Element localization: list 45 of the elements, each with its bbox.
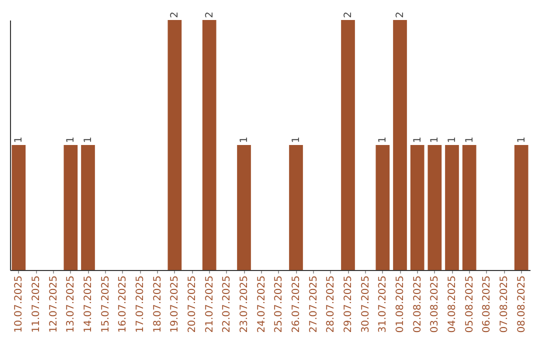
data-label: 1 — [430, 136, 441, 143]
x-tick-label: 13.07.2025 — [66, 276, 77, 333]
x-tick-label: 31.07.2025 — [378, 276, 389, 333]
data-label: 1 — [412, 136, 424, 143]
x-tick-label: 22.07.2025 — [222, 276, 233, 333]
data-label: 2 — [204, 12, 216, 18]
data-label: 2 — [395, 12, 406, 18]
x-tick-label: 16.07.2025 — [118, 276, 129, 333]
data-label: 1 — [516, 136, 528, 143]
x-tick-label: 08.08.2025 — [516, 276, 528, 333]
x-tick-label: 01.08.2025 — [395, 276, 406, 333]
x-tick-label: 25.07.2025 — [274, 276, 285, 333]
x-tick-label: 04.08.2025 — [447, 276, 458, 333]
x-tick-label: 26.07.2025 — [291, 276, 302, 333]
x-tick-label: 11.07.2025 — [31, 276, 42, 333]
x-tick-label: 07.08.2025 — [499, 276, 510, 333]
x-tick-label: 05.08.2025 — [464, 276, 476, 333]
x-tick-label: 29.07.2025 — [343, 276, 354, 333]
x-tick-label: 21.07.2025 — [204, 276, 216, 333]
x-tick-label: 18.07.2025 — [152, 276, 164, 333]
x-tick-label: 30.07.2025 — [360, 276, 372, 333]
x-tick-label: 10.07.2025 — [14, 276, 25, 333]
data-label: 1 — [83, 136, 94, 143]
x-tick-label: 27.07.2025 — [308, 276, 320, 333]
x-tick-label: 06.08.2025 — [482, 276, 493, 333]
x-tick-label: 24.07.2025 — [256, 276, 268, 333]
x-tick-label: 15.07.2025 — [100, 276, 112, 333]
x-tick-label: 12.07.2025 — [48, 276, 60, 333]
x-tick-label: 28.07.2025 — [326, 276, 337, 333]
x-tick-label: 17.07.2025 — [135, 276, 146, 333]
x-tick-label: 02.08.2025 — [412, 276, 424, 333]
data-label: 1 — [378, 136, 389, 143]
data-label: 1 — [239, 136, 250, 143]
data-label: 1 — [291, 136, 302, 143]
data-label: 1 — [66, 136, 77, 143]
data-label: 1 — [464, 136, 476, 143]
x-tick-label: 14.07.2025 — [83, 276, 94, 333]
x-tick-label: 03.08.2025 — [430, 276, 441, 333]
data-label: 1 — [447, 136, 458, 143]
x-tick-label: 20.07.2025 — [187, 276, 198, 333]
x-tick-label: 23.07.2025 — [239, 276, 250, 333]
data-label: 1 — [14, 136, 25, 143]
data-label: 2 — [343, 12, 354, 18]
data-label: 2 — [170, 12, 181, 18]
x-tick-label: 19.07.2025 — [170, 276, 181, 333]
